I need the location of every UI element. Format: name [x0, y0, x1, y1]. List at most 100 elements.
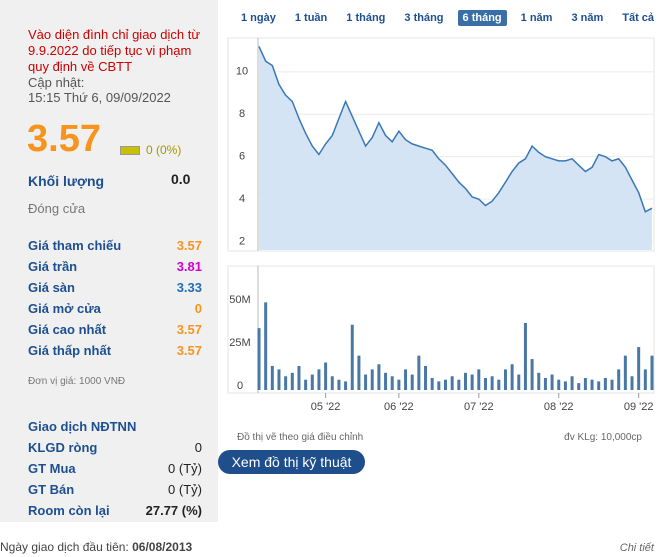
foreign-value: 0 [194, 440, 202, 455]
volume-bar [344, 381, 348, 390]
first-trade: Ngày giao dịch đầu tiên: 06/08/2013 [0, 540, 192, 554]
range-tab[interactable]: 1 tuần [294, 12, 328, 24]
range-tab[interactable]: 1 ngày [241, 12, 276, 24]
stat-label: Giá tham chiếu [28, 238, 122, 253]
change-icon [120, 146, 140, 155]
range-tab[interactable]: 3 năm [571, 12, 604, 24]
stat-label: Giá sàn [28, 280, 75, 295]
first-trade-label: Ngày giao dịch đầu tiên: [0, 540, 129, 554]
volume-bar [424, 365, 428, 390]
volume-bar [523, 322, 527, 390]
stat-row: Giá tham chiếu 3.57 [28, 238, 202, 256]
volume-bar [637, 347, 641, 390]
volume-bar [603, 377, 607, 390]
x-tick-label: 07 '22 [464, 401, 494, 413]
volume-bar [617, 369, 621, 390]
volume-bar [570, 376, 574, 390]
details-link[interactable]: Chi tiết [619, 542, 654, 554]
volume-bar [477, 369, 481, 390]
volume-bar [457, 379, 461, 390]
range-tab[interactable]: Tất cả [622, 12, 655, 24]
volume-label: Khối lượng [28, 173, 105, 189]
range-tab[interactable]: 6 tháng [457, 10, 507, 26]
volume-bar [330, 376, 334, 390]
stat-value: 3.81 [176, 259, 202, 274]
volume-bar [304, 379, 308, 390]
stat-label: Giá trần [28, 259, 78, 274]
first-trade-date: 06/08/2013 [132, 540, 193, 554]
range-tab[interactable]: 3 tháng [404, 12, 444, 24]
price-line [258, 46, 653, 213]
volume-bar [430, 377, 434, 390]
stat-value: 0 [194, 301, 202, 316]
volume-bar [470, 374, 474, 390]
volume-bar [610, 379, 614, 390]
notice: Vào diện đình chỉ giao dịch từ 9.9.2022 … [28, 27, 201, 74]
y-tick-label: 2 [239, 235, 245, 247]
volume-unit: đv KLg: 10,000cp [564, 432, 642, 443]
stat-value: 3.33 [176, 280, 202, 295]
range-tab[interactable]: 1 năm [520, 12, 553, 24]
volume-bar [390, 376, 394, 390]
volume-bar [370, 369, 374, 390]
volume-bar [410, 374, 414, 390]
foreign-label: GT Bán [28, 482, 75, 497]
price: 3.57 [27, 118, 101, 160]
stat-row: Giá mở cửa 0 [28, 301, 202, 319]
foreign-value: 0 (Tỷ) [168, 461, 202, 476]
volume-bar [577, 383, 581, 390]
y-tick-label: 0 [237, 380, 243, 392]
volume-bar [650, 355, 654, 390]
foreign-row: GT Mua 0 (Tỷ) [28, 461, 202, 479]
foreign-label: Room còn lại [28, 503, 110, 518]
x-tick-label: 06 '22 [384, 401, 414, 413]
volume-bar [463, 372, 467, 390]
stat-label: Giá cao nhất [28, 322, 107, 337]
volume-bar [490, 376, 494, 390]
volume-bar [384, 372, 388, 390]
volume-bar [517, 374, 521, 390]
volume-bar [563, 381, 567, 390]
updated-time: 15:15 Thứ 6, 09/09/2022 [28, 90, 171, 105]
volume-bar [257, 328, 261, 390]
volume-bar [270, 365, 274, 390]
stat-value: 3.57 [176, 238, 202, 253]
unit-note: Đơn vị giá: 1000 VNĐ [28, 376, 126, 387]
y-tick-label: 4 [239, 193, 245, 205]
volume-bar [497, 379, 501, 390]
foreign-value: 27.77 (%) [145, 503, 202, 518]
volume-bar [503, 369, 507, 390]
volume-bar [597, 381, 601, 390]
y-tick-label: 8 [239, 108, 245, 120]
stat-value: 3.57 [176, 322, 202, 337]
volume-frame [227, 265, 655, 394]
technical-button[interactable]: Xem đồ thị kỹ thuật [218, 450, 365, 474]
volume-bar [290, 372, 294, 390]
foreign-row: Room còn lại 27.77 (%) [28, 503, 202, 521]
volume-bar [324, 362, 328, 390]
foreign-title: Giao dịch NĐTNN [28, 419, 137, 434]
volume-value: 0.0 [171, 171, 191, 187]
volume-bar [444, 379, 448, 390]
stat-row: Giá cao nhất 3.57 [28, 322, 202, 340]
volume-bar [397, 379, 401, 390]
volume-bar [404, 369, 408, 390]
y-tick-label: 50M [229, 294, 250, 306]
volume-bar [277, 369, 281, 390]
range-tabs: 1 ngày 1 tuần 1 tháng 3 tháng 6 tháng 1 năm 3 … [236, 10, 664, 26]
volume-bar [590, 379, 594, 390]
chart-note: Đồ thị vẽ theo giá điều chỉnh [237, 432, 364, 443]
charts: 2 4 6 8 10 0 25M 50M 05 '22 06 '22 07 '22 08 '22 09 … [227, 37, 655, 413]
range-tab[interactable]: 1 tháng [346, 12, 386, 24]
status: Đóng cửa [28, 201, 86, 216]
volume-bar [310, 374, 314, 390]
price-frame [227, 37, 655, 252]
volume-bar [623, 355, 627, 390]
volume-bar [450, 376, 454, 390]
stat-label: Giá thấp nhất [28, 343, 112, 358]
stock-panel: Vào diện đình chỉ giao dịch từ 9.9.2022 … [0, 0, 218, 522]
volume-bar [643, 369, 647, 390]
foreign-label: KLGD ròng [28, 440, 98, 455]
volume-bar [264, 302, 268, 390]
